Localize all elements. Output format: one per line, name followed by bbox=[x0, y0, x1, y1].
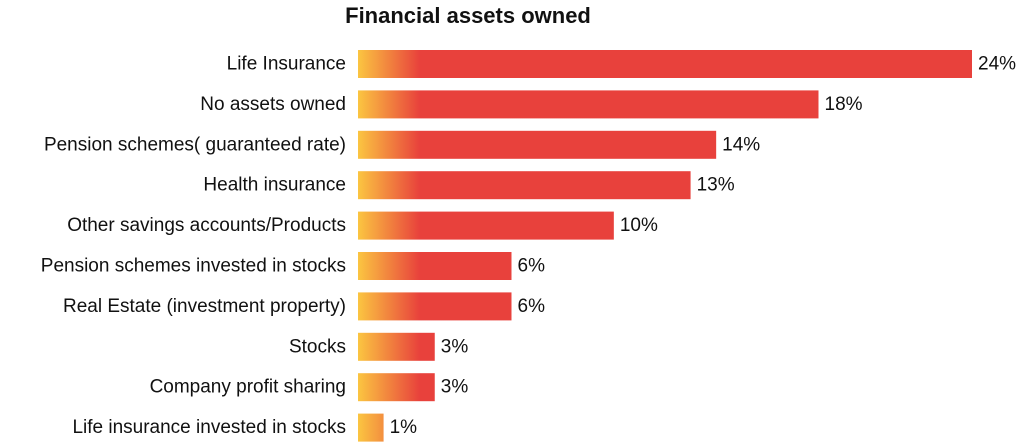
category-label: Company profit sharing bbox=[150, 377, 346, 398]
bar bbox=[358, 130, 717, 159]
bar bbox=[358, 171, 691, 200]
bar bbox=[358, 373, 435, 402]
category-label: Health insurance bbox=[203, 175, 346, 196]
bar bbox=[358, 50, 972, 78]
category-label: Other savings accounts/Products bbox=[67, 215, 346, 236]
value-label: 13% bbox=[697, 175, 735, 196]
chart-title: Financial assets owned bbox=[345, 3, 591, 28]
bar bbox=[358, 211, 614, 240]
bar bbox=[358, 332, 435, 361]
category-label: Stocks bbox=[289, 336, 346, 357]
value-label: 1% bbox=[390, 417, 418, 438]
value-label: 14% bbox=[722, 134, 760, 155]
value-label: 6% bbox=[518, 256, 546, 277]
value-label: 18% bbox=[825, 94, 863, 115]
category-label: Life insurance invested in stocks bbox=[72, 417, 346, 438]
category-label: No assets owned bbox=[200, 94, 346, 115]
bar bbox=[358, 413, 384, 442]
category-label: Life Insurance bbox=[227, 54, 346, 75]
category-label: Pension schemes invested in stocks bbox=[41, 256, 346, 277]
bar bbox=[358, 292, 512, 321]
value-label: 24% bbox=[978, 54, 1016, 75]
category-label: Real Estate (investment property) bbox=[63, 296, 346, 317]
value-label: 10% bbox=[620, 215, 658, 236]
category-label: Pension schemes( guaranteed rate) bbox=[44, 134, 346, 155]
bar bbox=[358, 90, 819, 119]
bar bbox=[358, 252, 512, 280]
value-label: 3% bbox=[441, 377, 469, 398]
bars-layer: Life Insurance 24% No assets owned 18% Pensi… bbox=[41, 50, 1016, 442]
value-label: 3% bbox=[441, 336, 469, 357]
value-label: 6% bbox=[518, 296, 546, 317]
